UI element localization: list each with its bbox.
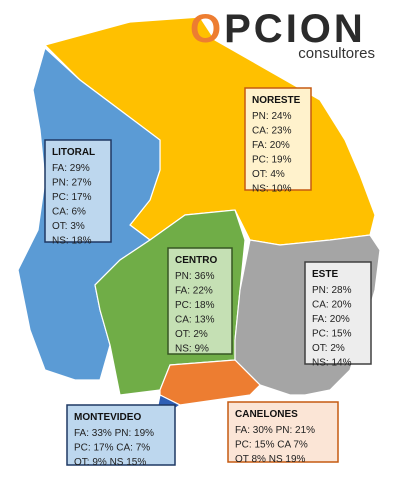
region-line: PC: 17% CA: 7% — [74, 443, 150, 454]
region-box — [167, 247, 233, 355]
region-line: PC: 17% — [52, 192, 92, 203]
region-line: PN: 27% — [52, 178, 92, 189]
region-name: NORESTE — [252, 95, 301, 106]
region-name: LITORAL — [52, 147, 95, 158]
region-line: OT: 2% — [312, 343, 345, 354]
region-line: OT: 4% — [252, 169, 285, 180]
region-line: PN: 28% — [312, 285, 352, 296]
region-line: CA: 6% — [52, 207, 86, 218]
region-line: FA: 29% — [52, 163, 90, 174]
region-name: MONTEVIDEO — [74, 412, 141, 423]
region-box — [66, 404, 176, 466]
region-line: OT: 3% — [52, 221, 85, 232]
region-box — [227, 401, 339, 463]
region-line: NS: 18% — [52, 236, 92, 247]
region-line: PC: 15% CA 7% — [235, 440, 308, 451]
region-line: FA: 33% PN: 19% — [74, 428, 154, 439]
logo-name: OPCION — [190, 7, 366, 51]
region-line: PN: 24% — [252, 111, 292, 122]
region-line: FA: 22% — [175, 286, 213, 297]
region-line: CA: 20% — [312, 300, 352, 311]
region-line: NS: 9% — [175, 344, 209, 355]
region-line: CA: 23% — [252, 126, 292, 137]
region-line: PC: 15% — [312, 329, 352, 340]
region-line: FA: 20% — [252, 140, 290, 151]
region-line: FA: 30% PN: 21% — [235, 425, 315, 436]
region-line: NS: 14% — [312, 358, 352, 369]
region-line: FA: 20% — [312, 314, 350, 325]
region-line: PN: 36% — [175, 271, 215, 282]
region-line: PC: 19% — [252, 155, 292, 166]
region-name: ESTE — [312, 269, 338, 280]
region-line: OT: 9% NS 15% — [74, 457, 146, 468]
region-line: OT 8% NS 19% — [235, 454, 306, 465]
region-line: OT: 2% — [175, 329, 208, 340]
logo-tagline: consultores — [298, 45, 375, 62]
region-box — [304, 261, 372, 365]
region-box — [44, 139, 112, 243]
region-line: PC: 18% — [175, 300, 215, 311]
region-canelones — [159, 359, 261, 406]
region-line: NS: 10% — [252, 184, 292, 195]
region-line: CA: 13% — [175, 315, 215, 326]
region-name: CANELONES — [235, 409, 298, 420]
region-name: CENTRO — [175, 255, 217, 266]
region-box — [244, 87, 312, 191]
